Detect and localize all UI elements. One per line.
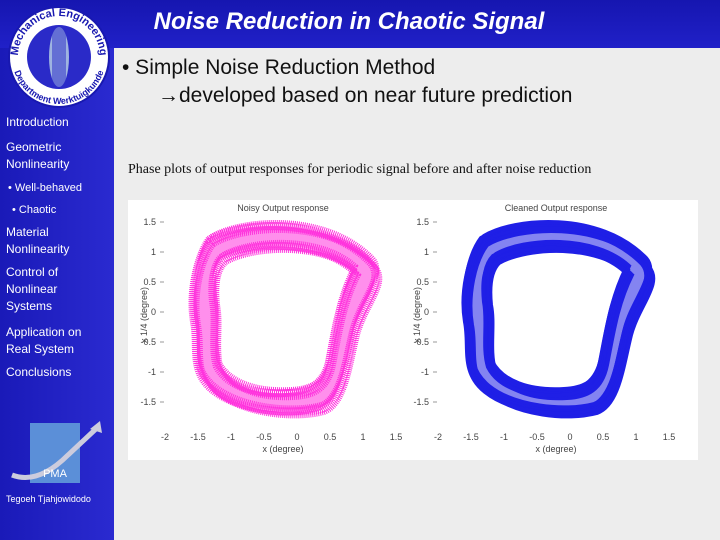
y-tick-label: 1 bbox=[151, 247, 156, 257]
y-tick-label: 1.5 bbox=[416, 217, 429, 227]
nav-item[interactable]: Conclusions bbox=[6, 365, 72, 379]
x-tick-label: -0.5 bbox=[529, 432, 545, 442]
plot-title: Cleaned Output response bbox=[505, 203, 608, 213]
sub-bullet: →developed based on near future predicti… bbox=[158, 84, 573, 107]
x-tick-label: -1 bbox=[227, 432, 235, 442]
y-tick-label: -1 bbox=[421, 367, 429, 377]
slide-title: Noise Reduction in Chaotic Signal bbox=[153, 8, 545, 35]
orbit-band bbox=[213, 246, 360, 399]
nav-item[interactable]: Material Nonlinearity bbox=[6, 225, 70, 256]
nav-item[interactable]: • Well-behaved bbox=[8, 182, 82, 194]
logo: Mechanical Engineering Department Werktu… bbox=[8, 6, 110, 108]
x-tick-label: 0.5 bbox=[597, 432, 610, 442]
x-tick-label: 0 bbox=[294, 432, 299, 442]
nav-item[interactable]: Geometric Nonlinearity bbox=[6, 140, 70, 171]
nav-item[interactable]: Control of Nonlinear Systems bbox=[6, 265, 59, 313]
author: Tegoeh Tjahjowidodo bbox=[6, 494, 91, 504]
pma-badge: PMA bbox=[11, 421, 102, 483]
x-tick-label: -1.5 bbox=[190, 432, 206, 442]
x-label: x (degree) bbox=[262, 444, 303, 454]
x-tick-label: 1 bbox=[633, 432, 638, 442]
top-banner bbox=[0, 0, 720, 48]
y-tick-label: -1.5 bbox=[413, 397, 429, 407]
y-tick-label: -0.5 bbox=[413, 337, 429, 347]
y-tick-label: 1.5 bbox=[143, 217, 156, 227]
orbit-fill bbox=[193, 225, 377, 412]
x-tick-label: 0 bbox=[567, 432, 572, 442]
nav-item[interactable]: Application on Real System bbox=[6, 325, 82, 356]
x-tick-label: 1.5 bbox=[663, 432, 676, 442]
y-tick-label: 0.5 bbox=[416, 277, 429, 287]
x-tick-label: 1 bbox=[360, 432, 365, 442]
bullet: • Simple Noise Reduction Method bbox=[122, 56, 436, 79]
orbit-band bbox=[215, 248, 362, 401]
orbit bbox=[188, 219, 383, 419]
y-tick-label: 0.5 bbox=[143, 277, 156, 287]
x-tick-label: -1 bbox=[500, 432, 508, 442]
orbit bbox=[461, 219, 656, 419]
nav-item[interactable]: Introduction bbox=[6, 115, 69, 129]
orbit-band bbox=[192, 219, 380, 410]
orbit-band bbox=[208, 245, 355, 398]
x-tick-label: -0.5 bbox=[256, 432, 272, 442]
nav-item[interactable]: • Chaotic bbox=[12, 204, 57, 216]
x-tick-label: -2 bbox=[161, 432, 169, 442]
y-tick-label: 0 bbox=[151, 307, 156, 317]
x-tick-label: 1.5 bbox=[390, 432, 403, 442]
x-tick-label: -1.5 bbox=[463, 432, 479, 442]
caption: Phase plots of output responses for peri… bbox=[128, 162, 592, 177]
plot-title: Noisy Output response bbox=[237, 203, 329, 213]
y-tick-label: 0 bbox=[424, 307, 429, 317]
y-label: x 1/4 (degree) bbox=[412, 287, 422, 343]
y-tick-label: -0.5 bbox=[140, 337, 156, 347]
phase-plot: Noisy Output response 1.5 1 0.5 0 -0.5 -1 -1.5 -… bbox=[139, 203, 402, 454]
badge-text: PMA bbox=[43, 468, 68, 480]
x-tick-label: 0.5 bbox=[324, 432, 337, 442]
x-label: x (degree) bbox=[535, 444, 576, 454]
orbit-band bbox=[189, 221, 377, 412]
orbit-fill bbox=[466, 225, 650, 412]
y-tick-label: -1.5 bbox=[140, 397, 156, 407]
y-tick-label: -1 bbox=[148, 367, 156, 377]
x-tick-label: -2 bbox=[434, 432, 442, 442]
y-tick-label: 1 bbox=[424, 247, 429, 257]
phase-plot: Cleaned Output response 1.5 1 0.5 0 -0.5 -1 -1.… bbox=[412, 203, 675, 454]
y-label: x 1/4 (degree) bbox=[139, 287, 149, 343]
